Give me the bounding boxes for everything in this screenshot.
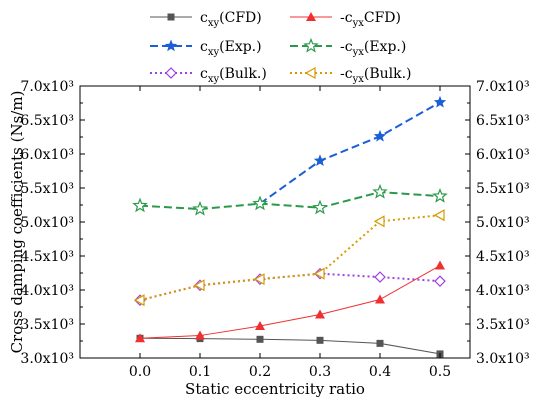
x-axis-title: Static eccentricity ratio: [185, 380, 365, 398]
legend-marker: [165, 67, 177, 79]
data-point: [312, 199, 328, 215]
legend-entry: -cyxCFD): [290, 10, 401, 29]
data-point: [374, 271, 386, 283]
y-tick-label-left: 5.0x10³: [20, 215, 74, 231]
y-tick-label-right: 5.5x10³: [476, 181, 530, 197]
x-tick-label: 0.2: [249, 364, 271, 380]
y-tick-label-left: 4.0x10³: [20, 283, 74, 299]
legend-marker: [167, 13, 175, 21]
series-line: [139, 214, 441, 302]
data-point: [375, 294, 385, 304]
data-point: [192, 200, 208, 216]
y-tick-label-right: 6.0x10³: [476, 147, 530, 163]
legend-label: cxy(Exp.): [200, 39, 262, 58]
plot-area: [132, 95, 448, 358]
legend-marker: [306, 12, 316, 21]
legend-label: cxy(CFD): [200, 10, 262, 29]
y-tick-label-left: 6.5x10³: [20, 113, 74, 129]
y-tick-label-right: 3.5x10³: [476, 317, 530, 333]
y-tick-label-right: 4.0x10³: [476, 283, 530, 299]
series-line: [259, 101, 441, 205]
data-point: [376, 339, 384, 347]
data-point: [195, 330, 205, 340]
data-point: [434, 275, 446, 288]
data-point: [252, 195, 268, 211]
data-point: [313, 267, 325, 280]
x-tick-label: 0.0: [129, 364, 151, 380]
y-tick-label-right: 4.5x10³: [476, 249, 530, 265]
legend-label: -cyx(Exp.): [340, 39, 406, 58]
series-line: [139, 191, 441, 211]
y-tick-label-left: 4.5x10³: [20, 249, 74, 265]
axes: 3.0x10³ 3.0x10³ 3.5x10³ 3.5x10³ 4.0x10³ 4.0x1…: [20, 79, 529, 380]
y-tick-label-right: 3.0x10³: [476, 351, 530, 367]
data-point: [432, 188, 448, 203]
y-tick-label-left: 3.0x10³: [20, 351, 74, 367]
data-point: [433, 209, 445, 222]
data-point: [133, 294, 145, 307]
legend-marker: [304, 66, 316, 80]
series-line: [139, 272, 441, 302]
data-point: [373, 129, 387, 142]
y-tick-label-right: 6.5x10³: [476, 113, 530, 129]
data-point: [373, 215, 385, 228]
y-tick-label-left: 7.0x10³: [20, 79, 74, 95]
legend-entry: cxy(Exp.): [150, 39, 262, 58]
legend-entry: -cyx(Exp.): [290, 37, 406, 58]
x-tick-label: 0.4: [369, 364, 391, 380]
data-point: [313, 154, 327, 167]
data-point: [135, 333, 145, 343]
data-point: [315, 309, 325, 319]
legend-label: -cyx(Bulk.): [340, 66, 412, 85]
x-tick-label: 0.3: [309, 364, 331, 380]
x-tick-label: 0.5: [429, 364, 451, 380]
data-point: [316, 336, 324, 344]
data-point: [253, 273, 265, 286]
plot-frame: [79, 85, 471, 359]
legend-marker: [303, 37, 319, 53]
data-point: [435, 260, 445, 270]
legend-entry: cxy(CFD): [150, 10, 262, 29]
y-axis-title: Cross damping coefficients (Ns/m): [8, 91, 26, 354]
legend: cxy(CFD) -cyxCFD) cxy(Exp.) -cyx(Exp.) cxy(B…: [150, 10, 412, 85]
series-line: [139, 265, 441, 339]
series-line: [139, 337, 441, 355]
data-point: [132, 197, 148, 213]
data-point: [433, 95, 447, 108]
data-point: [372, 183, 388, 199]
legend-entry: -cyx(Bulk.): [290, 66, 412, 85]
y-tick-label-left: 6.0x10³: [20, 147, 74, 163]
y-tick-label-right: 5.0x10³: [476, 215, 530, 231]
data-point: [255, 321, 265, 331]
legend-marker: [164, 39, 178, 52]
legend-label: -cyxCFD): [340, 10, 401, 29]
legend-entry: cxy(Bulk.): [150, 66, 267, 85]
y-tick-label-right: 7.0x10³: [476, 79, 530, 95]
x-tick-label: 0.1: [189, 364, 211, 380]
y-tick-label-left: 5.5x10³: [20, 181, 74, 197]
y-tick-label-left: 3.5x10³: [20, 317, 74, 333]
data-point: [193, 279, 205, 292]
legend-label: cxy(Bulk.): [200, 66, 267, 85]
data-point: [256, 335, 264, 343]
